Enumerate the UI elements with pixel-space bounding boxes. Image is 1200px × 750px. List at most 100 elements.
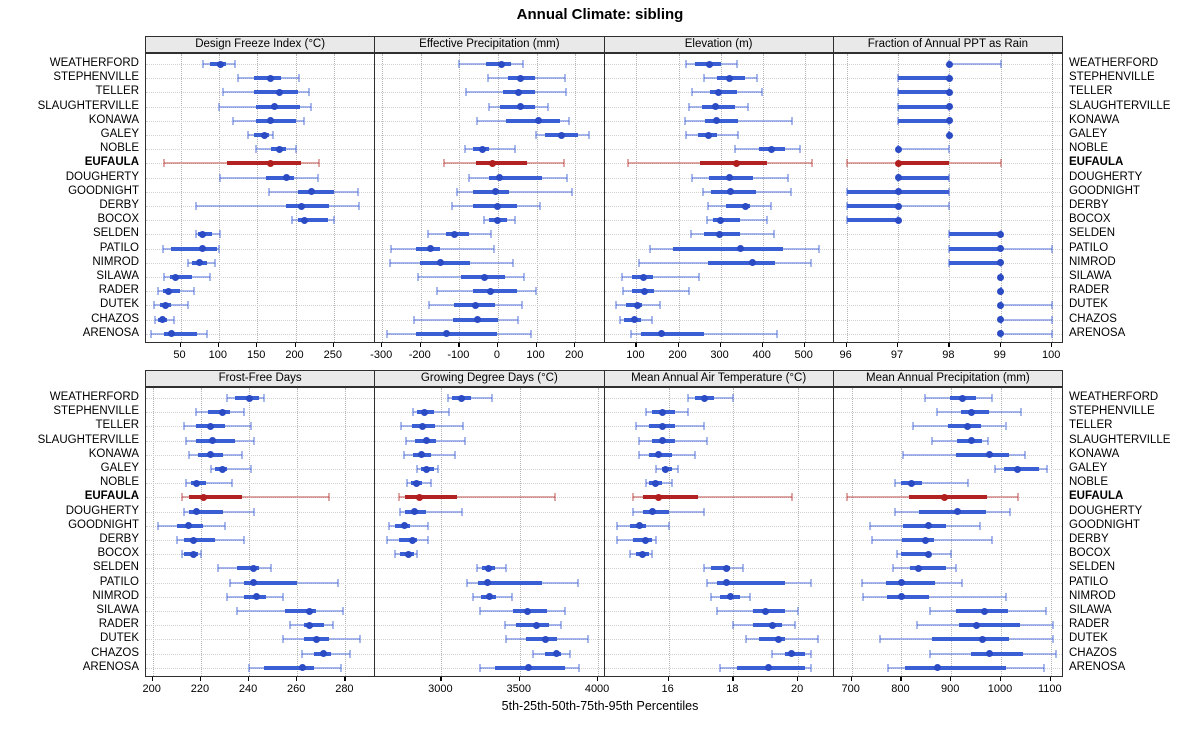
whisker-endcap	[252, 436, 255, 445]
panel-strip: Mean Annual Precipitation (mm)	[832, 370, 1063, 387]
whisker-endcap	[688, 102, 691, 111]
median-dot	[275, 88, 283, 96]
p25-p75-bar	[266, 175, 294, 180]
median-dot	[894, 145, 902, 153]
vertical-gridline	[898, 54, 899, 342]
p5-p95-whisker	[895, 482, 968, 485]
p5-p95-whisker	[457, 190, 573, 193]
p25-p75-bar	[297, 218, 328, 223]
median-dot	[978, 635, 986, 643]
whisker-endcap	[415, 550, 418, 559]
horizontal-gridline	[375, 653, 604, 655]
whisker-endcap	[929, 649, 932, 658]
whisker-endcap	[571, 187, 574, 196]
x-tick-label: 99	[993, 349, 1006, 361]
horizontal-gridline	[146, 554, 375, 556]
horizontal-gridline	[375, 667, 604, 669]
x-tick	[518, 677, 520, 681]
whisker-endcap	[332, 621, 335, 630]
whisker-endcap	[226, 394, 229, 402]
whisker-endcap	[746, 102, 749, 111]
station-label-left: NOBLE	[100, 142, 139, 155]
p25-p75-bar	[526, 637, 557, 642]
median-dot	[417, 451, 425, 459]
whisker-endcap	[486, 74, 489, 83]
whisker-endcap	[195, 408, 198, 417]
median-dot	[514, 88, 522, 96]
horizontal-gridline	[833, 611, 1062, 612]
p25-p75-bar	[516, 623, 549, 628]
whisker-endcap	[1044, 607, 1047, 615]
vertical-gridline	[1001, 388, 1003, 676]
whisker-endcap	[393, 550, 396, 559]
whisker-endcap	[790, 493, 793, 502]
whisker-endcap	[742, 564, 745, 573]
horizontal-gridline	[146, 525, 375, 527]
whisker-endcap	[1016, 493, 1019, 502]
whisker-endcap	[896, 550, 899, 559]
whisker-endcap	[463, 436, 466, 445]
station-label-left: SLAUGHTERVILLE	[37, 99, 139, 112]
horizontal-gridline	[146, 191, 375, 193]
station-label-left: WEATHERFORD	[49, 57, 139, 69]
horizontal-gridline	[375, 135, 604, 136]
whisker-endcap	[402, 450, 405, 459]
vertical-gridline	[1000, 54, 1002, 342]
whisker-endcap	[810, 159, 813, 168]
station-label-left: TELLER	[95, 85, 139, 98]
whisker-endcap	[427, 230, 430, 239]
horizontal-gridline	[833, 220, 1062, 222]
whisker-endcap	[309, 102, 312, 111]
median-dot	[921, 536, 929, 544]
horizontal-gridline	[375, 540, 604, 541]
p25-p75-bar	[949, 232, 1001, 237]
station-label-right: SELDEN	[1069, 561, 1116, 574]
whisker-endcap	[737, 131, 740, 139]
station-label-right: GOODNIGHT	[1069, 184, 1140, 197]
whisker-endcap	[1051, 329, 1054, 338]
station-label-right: PATILO	[1069, 241, 1109, 254]
horizontal-gridline	[833, 625, 1062, 627]
whisker-endcap	[522, 273, 525, 281]
vertical-gridline	[497, 54, 499, 342]
whisker-endcap	[517, 315, 520, 324]
whisker-endcap	[478, 663, 481, 672]
station-label-left: KONAWA	[88, 447, 139, 460]
median-dot	[945, 117, 953, 125]
median-dot	[997, 301, 1005, 309]
whisker-endcap	[1004, 422, 1007, 431]
x-tick	[248, 677, 250, 681]
median-dot	[940, 493, 948, 501]
x-tick-label: 200	[668, 349, 687, 361]
whisker-endcap	[886, 663, 889, 672]
p25-p75-bar	[263, 665, 315, 670]
vertical-gridline	[846, 54, 848, 342]
median-dot	[401, 522, 409, 530]
horizontal-gridline	[833, 234, 1062, 236]
p25-p75-bar	[476, 161, 528, 166]
whisker-endcap	[736, 60, 739, 68]
horizontal-gridline	[833, 568, 1062, 570]
station-label-left: SLAUGHTERVILLE	[37, 433, 139, 446]
median-dot	[436, 259, 444, 267]
x-tick	[803, 343, 805, 347]
horizontal-gridline	[146, 483, 375, 485]
station-label-left: KONAWA	[88, 113, 139, 126]
p5-p95-whisker	[1000, 318, 1053, 321]
horizontal-gridline	[604, 454, 833, 456]
p25-p75-bar	[898, 90, 950, 95]
x-tick	[419, 343, 421, 347]
whisker-endcap	[236, 607, 239, 615]
vertical-gridline	[575, 54, 577, 342]
x-tick-label: 200	[564, 349, 584, 361]
whisker-endcap	[221, 88, 224, 97]
whisker-endcap	[511, 592, 514, 601]
station-label-right: SILAWA	[1069, 270, 1112, 282]
p25-p75-bar	[170, 246, 217, 251]
p25-p75-bar	[545, 651, 561, 656]
whisker-endcap	[793, 621, 796, 630]
median-dot	[726, 174, 734, 182]
x-tick-label: 100	[526, 349, 545, 361]
p25-p75-bar	[759, 637, 786, 642]
whisker-endcap	[1051, 301, 1054, 310]
